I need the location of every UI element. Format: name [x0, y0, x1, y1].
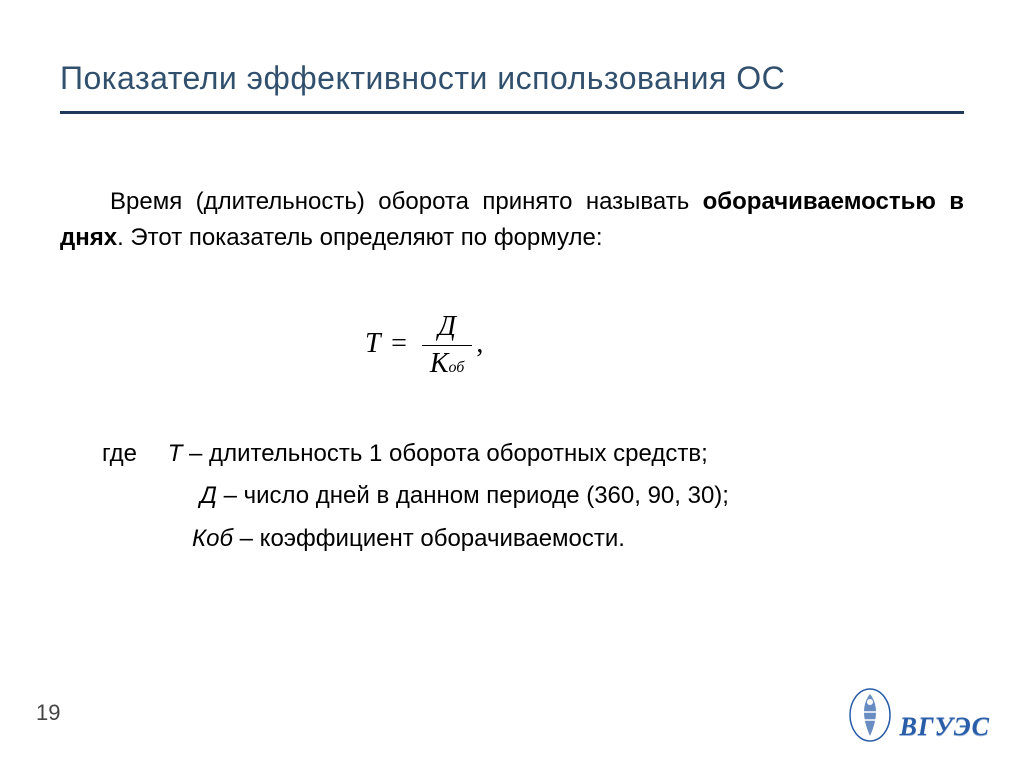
- formula-denominator: Коб: [422, 346, 472, 380]
- def-var-3: Коб: [192, 525, 233, 552]
- formula-eq: =: [391, 328, 407, 359]
- def-var-2: Д: [200, 482, 224, 509]
- formula-numerator: Д: [422, 311, 472, 346]
- slide-title: Показатели эффективности использования О…: [60, 60, 964, 114]
- slide: Показатели эффективности использования О…: [0, 0, 1024, 768]
- formula-fraction: Д Коб: [422, 311, 472, 380]
- brand-text: ВГУЭС: [900, 712, 990, 742]
- formula-den-base: К: [430, 348, 449, 379]
- formula-den-sub: об: [448, 359, 464, 376]
- footer-logo: ВГУЭС: [848, 688, 990, 742]
- def-line-2: Д – число дней в данном периоде (360, 90…: [60, 477, 964, 515]
- def-line-1: где Т – длительность 1 оборота оборотных…: [60, 435, 964, 473]
- def-var-1: Т: [168, 440, 183, 467]
- def-desc-2: – число дней в данном периоде (360, 90, …: [224, 482, 729, 509]
- where-label: где: [102, 440, 137, 467]
- intro-paragraph: Время (длительность) оборота принято наз…: [60, 184, 964, 256]
- para-pre: Время (длительность) оборота принято наз…: [110, 188, 703, 215]
- formula-tail: ,: [476, 328, 483, 359]
- def-desc-1: – длительность 1 оборота оборотных средс…: [182, 440, 707, 467]
- def-desc-3: – коэффициент оборачиваемости.: [233, 525, 625, 552]
- para-post: . Этот показатель определяют по формуле:: [117, 224, 602, 251]
- def-line-3: Коб – коэффициент оборачиваемости.: [60, 520, 964, 558]
- definitions: где Т – длительность 1 оборота оборотных…: [60, 435, 964, 558]
- formula: T = Д Коб ,: [365, 311, 964, 380]
- slide-body: Время (длительность) оборота принято наз…: [60, 184, 964, 558]
- formula-lhs: T: [365, 328, 380, 359]
- crest-icon: [848, 688, 892, 742]
- page-number: 19: [36, 700, 60, 726]
